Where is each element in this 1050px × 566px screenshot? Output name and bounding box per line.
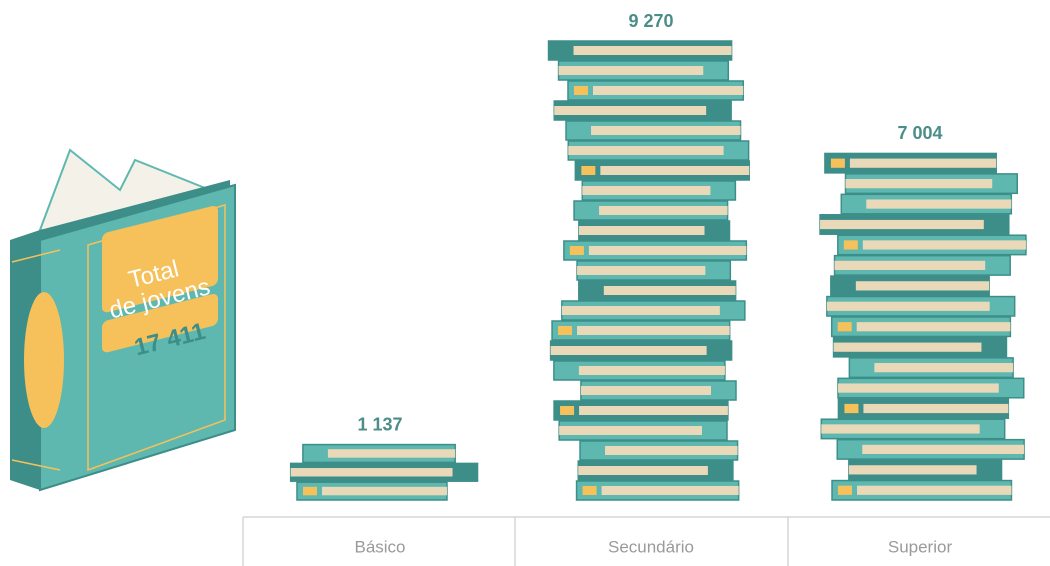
- book-pages: [327, 449, 456, 458]
- book-pages: [591, 126, 741, 135]
- book-pages: [856, 322, 1011, 332]
- book-pages: [578, 466, 708, 475]
- book-pages: [862, 444, 1025, 454]
- book-pages: [550, 346, 707, 355]
- x-tick-label: Superior: [888, 537, 953, 556]
- book-pages: [580, 386, 712, 395]
- book-pages: [857, 485, 1012, 495]
- book-pages: [821, 424, 980, 434]
- book-pages: [561, 306, 720, 315]
- book-accent: [838, 485, 853, 495]
- book-accent: [582, 486, 597, 495]
- total-book: [10, 148, 236, 492]
- book-pages: [290, 468, 453, 477]
- book-pages: [605, 446, 738, 455]
- book-accent: [843, 240, 858, 250]
- book-pages: [582, 186, 711, 195]
- book-pages: [321, 486, 447, 496]
- book-accent: [302, 486, 317, 496]
- book-stack: [547, 40, 751, 501]
- total-badge: [102, 293, 218, 353]
- book-pages: [603, 286, 736, 295]
- book-pages: [577, 326, 730, 335]
- category-axis: [242, 516, 1050, 566]
- value-label: 9 270: [628, 11, 673, 31]
- x-tick-label: Secundário: [608, 537, 694, 556]
- book-pages: [559, 426, 702, 435]
- x-tick-label: Básico: [354, 537, 405, 556]
- book-pages: [599, 206, 728, 215]
- book-stack: [819, 152, 1027, 501]
- book-accent: [581, 166, 596, 175]
- book-pages: [820, 219, 984, 230]
- book-pages: [592, 86, 744, 95]
- book-pages: [558, 66, 704, 75]
- book-pages: [848, 465, 977, 475]
- book-accent: [837, 322, 852, 332]
- book-pages: [849, 158, 997, 168]
- book-pages: [577, 266, 706, 275]
- book-pages: [578, 366, 725, 375]
- book-accent: [844, 403, 859, 414]
- book-accent: [558, 326, 573, 335]
- value-label: 1 137: [357, 414, 402, 434]
- book-pages: [874, 363, 1014, 373]
- book-pages: [588, 246, 747, 255]
- book-pages: [554, 106, 707, 115]
- book-pages: [601, 486, 739, 495]
- book-accent: [830, 158, 845, 168]
- book-pages: [578, 226, 705, 235]
- book-pages: [826, 301, 990, 311]
- value-label: 7 004: [897, 123, 942, 143]
- book-pages: [833, 342, 982, 352]
- book-pages: [838, 383, 999, 393]
- book-pages: [568, 146, 724, 155]
- book-pages: [862, 240, 1026, 250]
- book-pages: [845, 179, 993, 189]
- book-pages: [579, 406, 728, 415]
- book-pages: [600, 166, 750, 175]
- book-accent: [573, 86, 588, 95]
- book-accent: [569, 246, 584, 255]
- book-pages: [573, 46, 732, 55]
- book-accent: [560, 406, 575, 415]
- book-pages: [866, 199, 1012, 209]
- book-pages: [834, 260, 986, 270]
- book-pages: [863, 403, 1009, 414]
- book-pages: [855, 281, 990, 291]
- book-stack: [289, 443, 479, 501]
